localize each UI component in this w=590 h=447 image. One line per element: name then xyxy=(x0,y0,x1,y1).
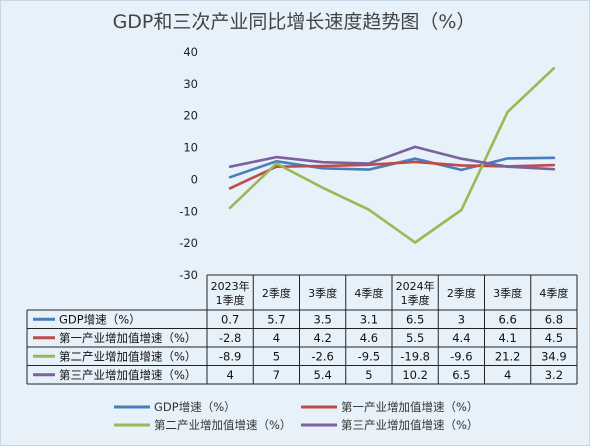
category-label-line: 1季度 xyxy=(216,293,245,307)
series-line-3 xyxy=(228,66,556,244)
data-value-label: 6.5 xyxy=(452,368,470,382)
data-value-label: 6.6 xyxy=(498,312,516,326)
data-value-label: 21.2 xyxy=(495,349,521,363)
data-value-label: 6.5 xyxy=(406,312,424,326)
y-tick-label: 10 xyxy=(183,141,198,155)
chart-title: GDP和三次产业同比增长速度趋势图（%） xyxy=(113,11,476,33)
data-value-label: 0.7 xyxy=(221,312,239,326)
data-value-label: 7 xyxy=(273,368,280,382)
y-tick-label: 20 xyxy=(183,109,198,123)
data-value-label: 5 xyxy=(365,368,372,382)
legend-label: 第一产业增加值增速（%） xyxy=(341,400,478,414)
data-value-label: 5.7 xyxy=(267,312,285,326)
data-value-label: 34.9 xyxy=(541,349,567,363)
y-tick-label: 30 xyxy=(183,77,198,91)
data-value-label: 4.5 xyxy=(545,331,563,345)
category-label: 2季度 xyxy=(447,286,476,300)
data-value-label: 10.2 xyxy=(402,368,428,382)
y-tick-label: -20 xyxy=(179,236,198,250)
legend-label: 第三产业增加值增速（%） xyxy=(341,418,478,432)
category-label: 3季度 xyxy=(308,286,337,300)
row-series-name: 第一产业增加值增速（%） xyxy=(59,331,196,345)
category-label-line: 2024年 xyxy=(396,279,435,293)
data-value-label: -9.6 xyxy=(450,349,472,363)
data-value-label: -8.9 xyxy=(219,349,241,363)
y-tick-label: -30 xyxy=(179,268,198,282)
series-lines xyxy=(228,66,556,244)
row-series-name: GDP增速（%） xyxy=(59,312,141,326)
data-value-label: 4 xyxy=(226,368,233,382)
y-tick-label: -10 xyxy=(179,204,198,218)
data-value-label: 3.2 xyxy=(545,368,563,382)
row-series-name: 第三产业增加值增速（%） xyxy=(59,368,196,382)
category-label-line: 1季度 xyxy=(401,293,430,307)
data-value-label: 4.2 xyxy=(313,331,331,345)
data-value-label: -2.8 xyxy=(219,331,241,345)
data-value-label: 5.4 xyxy=(313,368,331,382)
data-value-label: 5 xyxy=(273,349,280,363)
legend: GDP增速（%） 第一产业增加值增速（%） 第二产业增加值增速（%） 第三产业增加值增… xyxy=(114,400,478,432)
data-value-label: -19.8 xyxy=(400,349,430,363)
data-value-label: 3.1 xyxy=(360,312,378,326)
data-value-label: 3 xyxy=(458,312,465,326)
row-series-name: 第二产业增加值增速（%） xyxy=(59,349,196,363)
y-axis: 40 30 20 10 0 -10 -20 -30 xyxy=(179,45,198,282)
legend-label: 第二产业增加值增速（%） xyxy=(154,418,291,432)
category-label-line: 2023年 xyxy=(211,279,250,293)
series-line-4 xyxy=(228,145,556,171)
data-value-label: 4.6 xyxy=(360,331,378,345)
y-tick-label: 40 xyxy=(183,45,198,59)
data-value-label: 4.4 xyxy=(452,331,470,345)
data-value-label: 6.8 xyxy=(545,312,563,326)
y-tick-label: 0 xyxy=(191,172,198,186)
data-value-label: 5.5 xyxy=(406,331,424,345)
legend-label: GDP增速（%） xyxy=(154,400,236,414)
category-label: 4季度 xyxy=(354,286,383,300)
category-label: 2季度 xyxy=(262,286,291,300)
data-value-label: -9.5 xyxy=(358,349,380,363)
category-label: 4季度 xyxy=(539,286,568,300)
data-value-label: -2.6 xyxy=(311,349,333,363)
data-value-label: 3.5 xyxy=(313,312,331,326)
data-value-label: 4 xyxy=(504,368,511,382)
data-value-label: 4.1 xyxy=(498,331,516,345)
category-label: 3季度 xyxy=(493,286,522,300)
data-value-label: 4 xyxy=(273,331,280,345)
